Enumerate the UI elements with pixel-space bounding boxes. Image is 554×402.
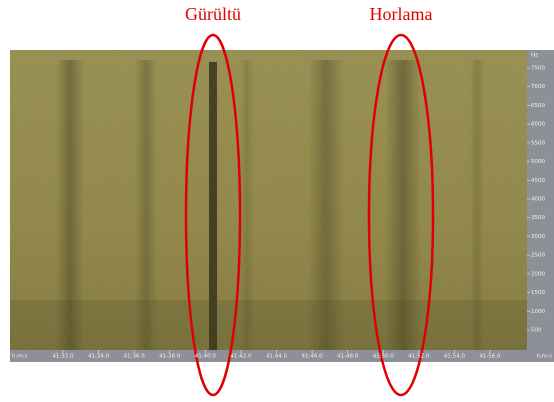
time-tick-label: 41:44.0 <box>266 354 288 360</box>
time-tick-label: 41:54.0 <box>444 354 466 360</box>
frequency-tick-label: 6500 <box>531 103 545 109</box>
time-tick-label: 41:36.0 <box>124 354 146 360</box>
frequency-tick-label: 1500 <box>531 290 545 296</box>
frequency-tick-label: 3500 <box>531 215 545 221</box>
frequency-tick-label: 4000 <box>531 197 545 203</box>
frequency-tick-label: 7500 <box>531 66 545 72</box>
frequency-tick-label: 500 <box>531 328 542 334</box>
frequency-tick-label: 2000 <box>531 271 545 277</box>
frequency-axis-strip <box>527 50 554 362</box>
time-tick-label: 41:32.0 <box>52 354 74 360</box>
time-tick-label: 41:42.0 <box>230 354 252 360</box>
time-tick-label: 41:46.0 <box>302 354 324 360</box>
time-tick-label: 41:52.0 <box>408 354 430 360</box>
time-tick-label: 41:56.0 <box>479 354 501 360</box>
frequency-tick-label: 3000 <box>531 234 545 240</box>
frequency-tick-label: 7000 <box>531 84 545 90</box>
frequency-tick-label: 2500 <box>531 253 545 259</box>
noise-texture <box>10 50 527 350</box>
frequency-tick-label: 4500 <box>531 178 545 184</box>
screenshot: Hz Gürültü Horlama h:m:s h:m:s 7500 7000 6… <box>0 0 554 402</box>
time-tick-label: 41:50.0 <box>373 354 395 360</box>
annotation-label: Horlama <box>370 4 433 24</box>
frequency-tick-label: 5500 <box>531 140 545 146</box>
annotation-label: Gürültü <box>185 4 241 24</box>
time-tick-label: 41:38.0 <box>159 354 181 360</box>
time-tick-label: 41:48.0 <box>337 354 359 360</box>
frequency-tick-label: 6000 <box>531 122 545 128</box>
time-axis-start: h:m:s <box>12 354 28 360</box>
frequency-tick-label: 5000 <box>531 159 545 165</box>
time-tick-label: 41:40.0 <box>195 354 217 360</box>
time-axis-end: h:m:s <box>537 354 553 360</box>
frequency-tick-label: 1000 <box>531 309 545 315</box>
time-tick-label: 41:34.0 <box>88 354 110 360</box>
spectrogram-figure: Hz Gürültü Horlama h:m:s h:m:s 7500 7000 6… <box>0 0 554 402</box>
frequency-unit: Hz <box>531 53 538 59</box>
